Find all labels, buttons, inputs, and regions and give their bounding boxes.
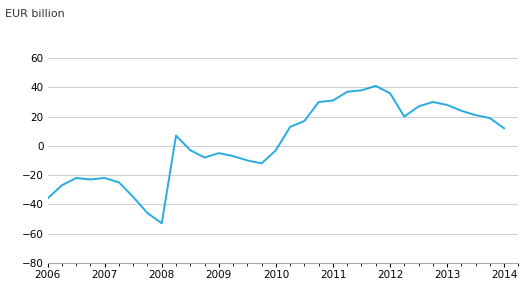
Text: EUR billion: EUR billion (5, 9, 65, 19)
